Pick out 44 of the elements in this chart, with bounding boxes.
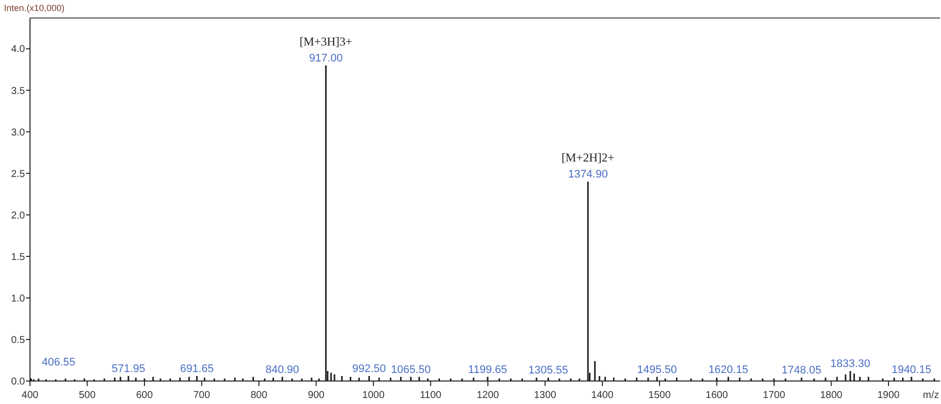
x-tick-label: 400 xyxy=(22,390,39,401)
y-tick-label: 3.0 xyxy=(11,127,26,138)
y-tick-label: 0.0 xyxy=(11,376,26,388)
x-tick-label: 1500 xyxy=(648,390,672,401)
annotation: 1065.50 xyxy=(391,364,431,376)
y-tick-label: 0.5 xyxy=(11,334,26,346)
x-tick-label: 1700 xyxy=(762,390,786,401)
annotation: 691.65 xyxy=(180,363,214,376)
annotation: 1748.05 xyxy=(782,364,822,377)
x-tick-label: 700 xyxy=(193,390,210,401)
y-tick-label: 3.5 xyxy=(11,86,26,97)
annotation: 406.55 xyxy=(42,356,76,368)
y-tick-label: 4.0 xyxy=(11,44,26,56)
x-tick-label: 1200 xyxy=(476,390,500,401)
annotation: 1374.90 xyxy=(568,168,608,181)
x-tick-label: 1600 xyxy=(706,390,728,401)
annotation: [M+3H]3+ xyxy=(299,34,353,48)
x-tick-label: 1800 xyxy=(820,390,843,401)
annotation: 1305.55 xyxy=(528,364,568,377)
y-tick-label: 2.0 xyxy=(11,210,26,222)
y-axis-title: Inten.(x10,000) xyxy=(4,3,65,13)
x-tick-label: 1100 xyxy=(420,390,442,401)
x-tick-label: 800 xyxy=(250,390,268,401)
x-tick-label: 1400 xyxy=(591,390,614,401)
annotation: 1620.15 xyxy=(708,364,748,376)
annotation: [M+2H]2+ xyxy=(562,150,615,165)
annotation: 1833.30 xyxy=(830,358,870,370)
annotation: 1199.65 xyxy=(468,364,508,376)
y-tick-label: 2.5 xyxy=(11,168,26,180)
y-tick-label: 1.5 xyxy=(11,252,26,263)
annotation: 992.50 xyxy=(352,363,386,376)
annotation: 1940.15 xyxy=(892,364,932,376)
annotation: 917.00 xyxy=(309,52,343,64)
x-axis-title: m/z xyxy=(922,390,939,401)
x-tick-label: 900 xyxy=(308,390,325,401)
x-tick-label: 500 xyxy=(78,390,96,401)
x-tick-label: 600 xyxy=(136,390,154,401)
x-tick-label: 1000 xyxy=(362,390,385,401)
y-tick-label: 1.0 xyxy=(11,293,26,304)
annotation: 1495.50 xyxy=(637,364,677,376)
annotation: 571.95 xyxy=(112,363,146,376)
x-tick-label: 1900 xyxy=(877,390,900,401)
annotation: 840.90 xyxy=(266,364,300,376)
x-tick-label: 1300 xyxy=(534,390,557,401)
